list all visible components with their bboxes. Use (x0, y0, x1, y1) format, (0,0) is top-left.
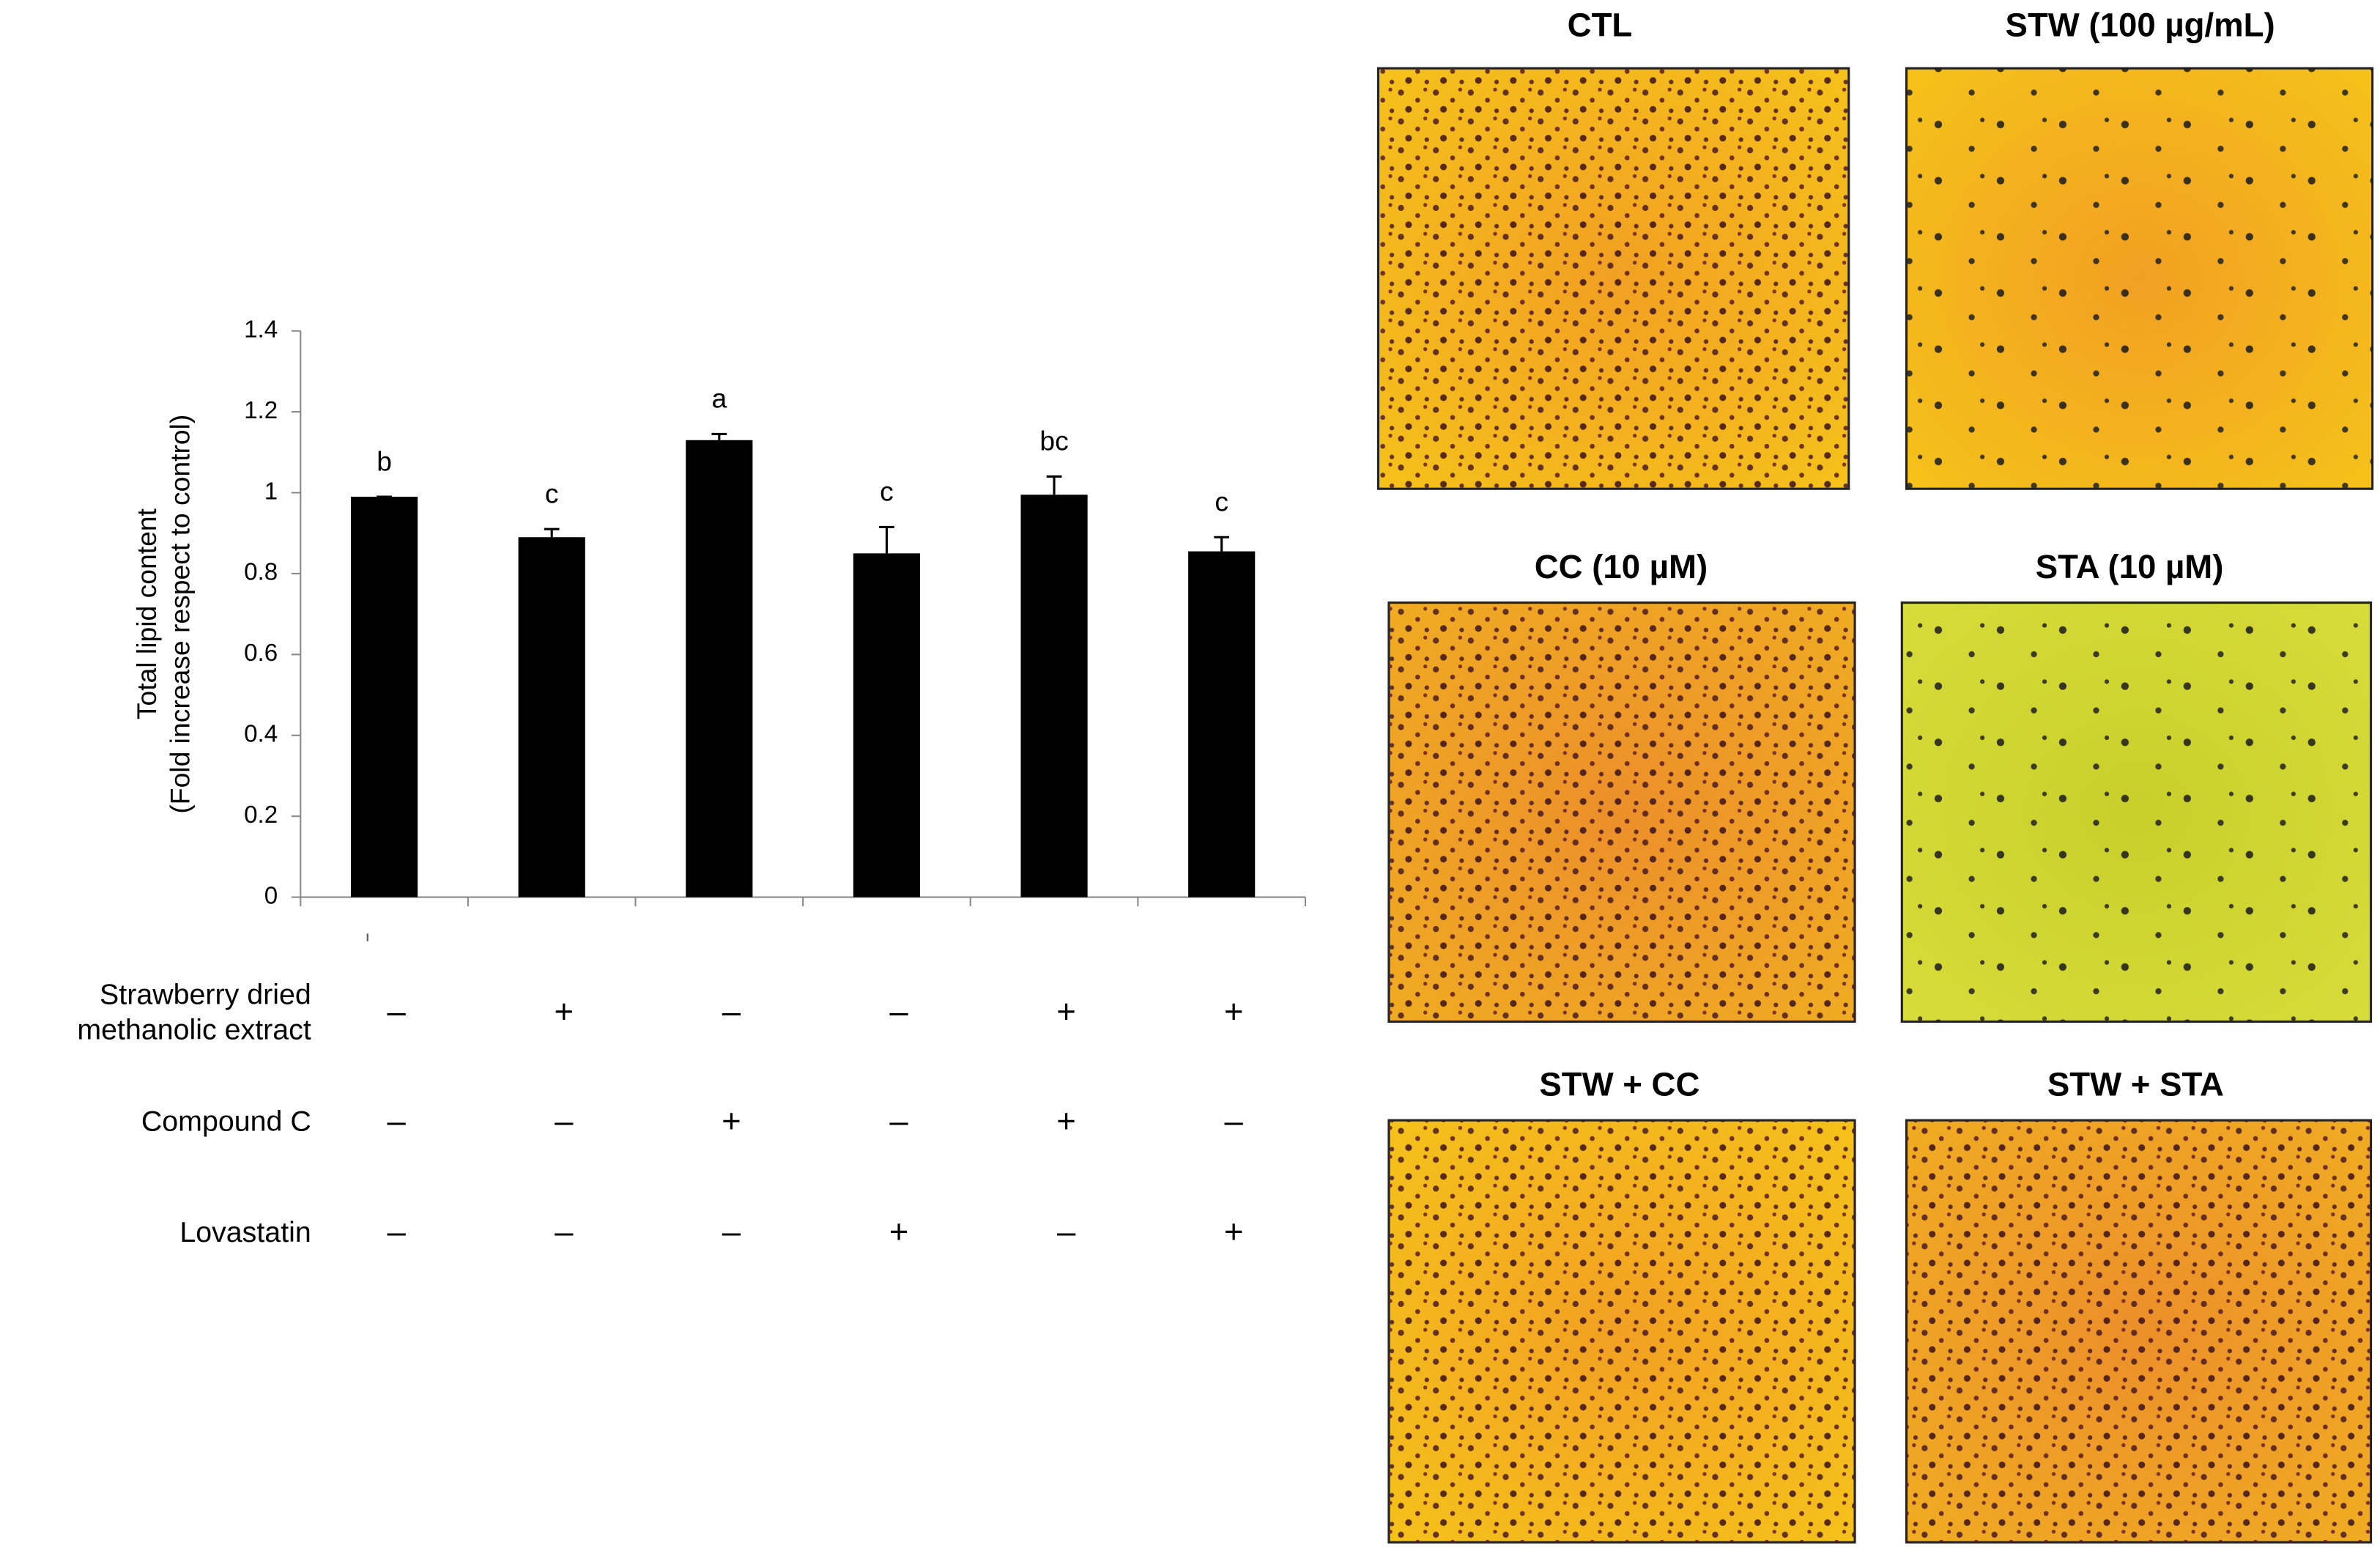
treatment-sign: – (722, 1213, 741, 1251)
bar (1020, 495, 1088, 897)
treatment-sign: – (889, 993, 908, 1030)
panel-title: STW + STA (2047, 1066, 2224, 1103)
error-bar (1046, 475, 1062, 495)
treatment-sign: + (554, 993, 574, 1030)
y-tick-label: 1.4 (244, 316, 278, 343)
bar (853, 553, 921, 897)
micrograph-cells (1906, 1120, 2371, 1543)
significance-letter: c (880, 476, 894, 507)
y-axis-label: (Fold increase respect to control) (164, 415, 195, 814)
y-tick-label: 0.6 (244, 640, 278, 667)
micrograph-cells (1388, 602, 1856, 1022)
treatment-sign: – (722, 993, 741, 1030)
treatment-label: Compound C (141, 1106, 311, 1138)
bar (686, 440, 753, 897)
treatment-sign: – (387, 993, 406, 1030)
bar (518, 537, 585, 897)
treatment-sign: + (1056, 1102, 1076, 1139)
significance-letter: bc (1039, 426, 1068, 456)
panel-title: STW (100 µg/mL) (2006, 6, 2275, 43)
panel-title: STW + CC (1539, 1066, 1699, 1103)
micrograph-cells (1902, 602, 2371, 1022)
treatment-label: Strawberry dried (100, 979, 311, 1011)
y-tick-label: 0.4 (244, 721, 278, 748)
micrograph-cells (1906, 68, 2373, 489)
micrograph-cells (1388, 1120, 1856, 1543)
treatment-sign: + (1224, 993, 1244, 1030)
error-bar (711, 432, 727, 440)
treatment-sign: – (387, 1213, 406, 1251)
y-tick-label: 1.2 (244, 397, 278, 424)
significance-letter: c (1215, 486, 1228, 517)
panel-title: CTL (1568, 6, 1633, 43)
y-tick-label: 0.8 (244, 559, 278, 586)
treatment-sign: – (1225, 1102, 1244, 1139)
treatment-sign: + (1224, 1213, 1244, 1251)
treatment-sign: – (1057, 1213, 1076, 1251)
treatment-sign: – (387, 1102, 406, 1139)
significance-letter: b (377, 445, 392, 476)
y-tick-label: 1 (264, 478, 278, 505)
treatment-sign: + (889, 1213, 909, 1251)
significance-letter: a (711, 383, 727, 414)
y-axis-label: Total lipid content (131, 508, 162, 719)
treatment-sign: – (555, 1213, 574, 1251)
treatment-sign: + (1056, 993, 1076, 1030)
y-tick-label: 0 (264, 882, 278, 909)
micrograph-cells (1378, 68, 1849, 489)
y-tick-label: 0.2 (244, 801, 278, 829)
error-bar (879, 525, 894, 554)
panel-title: CC (10 µM) (1535, 548, 1708, 585)
treatment-label: Lovastatin (179, 1216, 311, 1248)
error-bar (1214, 536, 1230, 552)
bar (1188, 551, 1256, 897)
error-bar (544, 527, 560, 538)
significance-letter: c (545, 478, 559, 508)
treatment-label: methanolic extract (77, 1013, 311, 1045)
treatment-sign: + (722, 1102, 741, 1139)
panel-title: STA (10 µM) (2036, 548, 2224, 585)
bar (350, 497, 418, 897)
treatment-sign: – (555, 1102, 574, 1139)
treatment-sign: – (889, 1102, 908, 1139)
